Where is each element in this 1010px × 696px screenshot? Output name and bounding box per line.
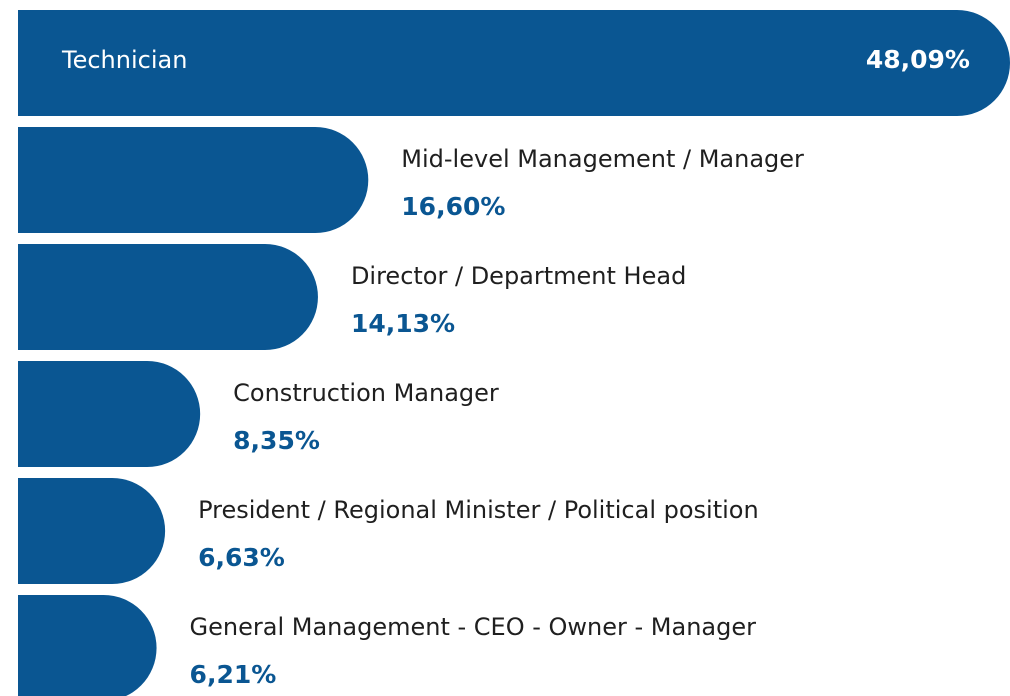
value-label: 14,13% xyxy=(351,309,455,338)
bar xyxy=(18,127,369,233)
bar xyxy=(18,595,157,696)
category-label: Construction Manager xyxy=(233,379,499,407)
value-label: 6,21% xyxy=(190,660,277,689)
value-label: 16,60% xyxy=(401,192,505,221)
value-label: 8,35% xyxy=(233,426,320,455)
category-label: Director / Department Head xyxy=(351,262,686,290)
bar xyxy=(18,244,318,350)
category-label: Mid-level Management / Manager xyxy=(401,145,804,173)
bar xyxy=(18,361,201,468)
bar xyxy=(18,478,166,584)
value-label: 48,09% xyxy=(866,45,970,74)
bar xyxy=(18,10,1010,116)
category-label: General Management - CEO - Owner - Manag… xyxy=(190,613,757,641)
category-label: President / Regional Minister / Politica… xyxy=(198,496,759,524)
category-label: Technician xyxy=(61,46,187,74)
value-label: 6,63% xyxy=(198,543,285,572)
